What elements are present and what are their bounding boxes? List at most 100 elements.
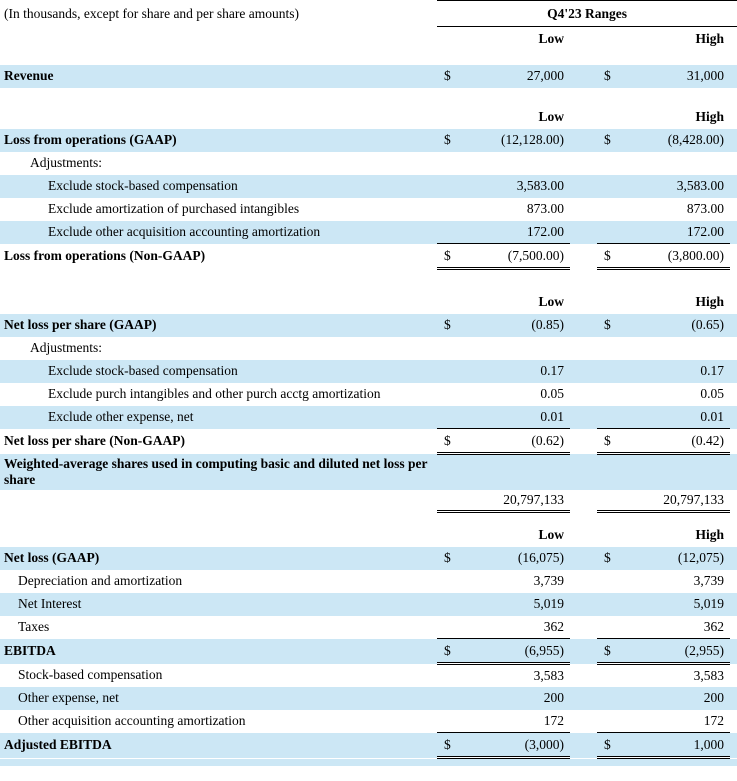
value-high: 172.00: [619, 220, 730, 244]
value-low: 0.05: [540, 386, 564, 401]
row-label: [0, 27, 437, 51]
value-high: 31,000: [686, 68, 724, 83]
column-gap: [570, 593, 597, 616]
table-row: Net loss (GAAP) $ (16,075) $ (12,075): [0, 546, 737, 570]
right-margin: [730, 360, 737, 383]
column-gap: [570, 244, 597, 269]
spacer-cell: [0, 88, 737, 105]
dollar-sign-high: [597, 220, 619, 244]
value-high: [619, 454, 730, 490]
row-label: Exclude stock-based compensation: [48, 178, 238, 193]
spacer-row: [0, 88, 737, 105]
row-label: Weighted-average shares used in computin…: [4, 455, 428, 487]
right-margin: [730, 616, 737, 639]
column-gap: [570, 105, 597, 129]
table-caption: (In thousands, except for share and per …: [4, 5, 300, 21]
dollar-sign-high: [597, 664, 619, 687]
value-low: 362: [459, 615, 570, 639]
value-low: 0.01: [459, 405, 570, 429]
value-high: 0.05: [700, 386, 724, 401]
table-row: Stock-based compensation 3,583 3,583: [0, 664, 737, 687]
dollar-sign-high: $: [604, 317, 611, 332]
value-low: 873.00: [526, 201, 564, 216]
spacer-cell: [0, 51, 737, 65]
value-high: 362: [619, 615, 730, 639]
row-label: Adjustments:: [30, 155, 103, 170]
spacer-row: [0, 51, 737, 65]
dollar-sign-high: $: [604, 550, 611, 565]
dollar-sign-low: $: [437, 243, 459, 270]
value-high: 1,000: [619, 732, 730, 759]
dollar-sign-high: $: [604, 68, 611, 83]
dollar-sign-low: [437, 570, 459, 593]
table-row: Loss from operations (Non-GAAP) $ (7,500.0…: [0, 243, 737, 270]
spacer-row: [0, 757, 737, 766]
spacer-row: [0, 269, 737, 290]
column-gap: [570, 710, 597, 733]
row-label: Exclude amortization of purchased intang…: [48, 201, 300, 216]
table-row: EBITDA $ (6,955) $ (2,955): [0, 638, 737, 665]
dollar-sign-high: $: [597, 638, 619, 665]
column-gap: [570, 616, 597, 639]
right-margin: [730, 429, 737, 454]
right-margin: [730, 639, 737, 664]
dollar-sign-low: $: [444, 68, 451, 83]
column-gap: [570, 129, 597, 152]
right-margin: [730, 687, 737, 710]
right-margin: [730, 406, 737, 429]
low-column-header: Low: [538, 30, 564, 46]
column-header-row: Low High: [0, 105, 737, 129]
dollar-sign-low: [437, 593, 459, 616]
right-margin: [730, 244, 737, 269]
table-row: Revenue $27,000 $31,000: [0, 64, 737, 88]
column-header-row: Low High: [0, 523, 737, 547]
spacer-row: [0, 512, 737, 523]
right-margin: [730, 733, 737, 758]
column-gap: [570, 639, 597, 664]
right-margin: [730, 198, 737, 221]
column-gap: [570, 547, 597, 570]
value-high: (12,075): [677, 550, 724, 565]
column-gap: [570, 175, 597, 198]
value-high: (3,800.00): [619, 243, 730, 270]
value-low: [459, 454, 570, 490]
column-gap: [570, 490, 597, 512]
dollar-sign-low: $: [437, 638, 459, 665]
table-row: Depreciation and amortization 3,739 3,739: [0, 570, 737, 593]
dollar-sign-low: [437, 290, 459, 314]
low-column-header: Low: [538, 526, 564, 542]
value-low: (16,075): [517, 550, 564, 565]
dollar-sign-high: $: [597, 732, 619, 759]
dollar-sign-high: [597, 198, 619, 221]
table-row: Adjustments:: [0, 152, 737, 175]
dollar-sign-high: [597, 175, 619, 198]
dollar-sign-low: $: [437, 732, 459, 759]
high-column-header: High: [695, 108, 724, 124]
dollar-sign-low: [437, 709, 459, 733]
value-low: 5,019: [533, 596, 564, 611]
dollar-sign-low: [437, 383, 459, 406]
column-gap: [570, 383, 597, 406]
right-margin: [730, 710, 737, 733]
value-low: 3,739: [533, 573, 564, 588]
row-label: Stock-based compensation: [18, 667, 163, 682]
ranges-header: Q4'23 Ranges: [437, 0, 737, 27]
dollar-sign-high: [597, 290, 619, 314]
right-margin: [730, 547, 737, 570]
dollar-sign-high: [597, 27, 619, 51]
row-label: [0, 105, 437, 129]
dollar-sign-high: [597, 489, 619, 513]
dollar-sign-low: [437, 105, 459, 129]
row-label: Net loss (GAAP): [4, 550, 100, 565]
value-high: 172: [619, 709, 730, 733]
value-high: 3,739: [693, 573, 724, 588]
column-gap: [570, 198, 597, 221]
row-label: Exclude stock-based compensation: [48, 363, 238, 378]
column-gap: [570, 27, 597, 51]
table-row: Net loss per share (Non-GAAP) $ (0.62) $ (0.…: [0, 428, 737, 455]
row-label: Net loss per share (GAAP): [4, 317, 157, 332]
right-margin: [730, 314, 737, 337]
right-margin: [730, 490, 737, 512]
dollar-sign-high: [597, 454, 619, 490]
